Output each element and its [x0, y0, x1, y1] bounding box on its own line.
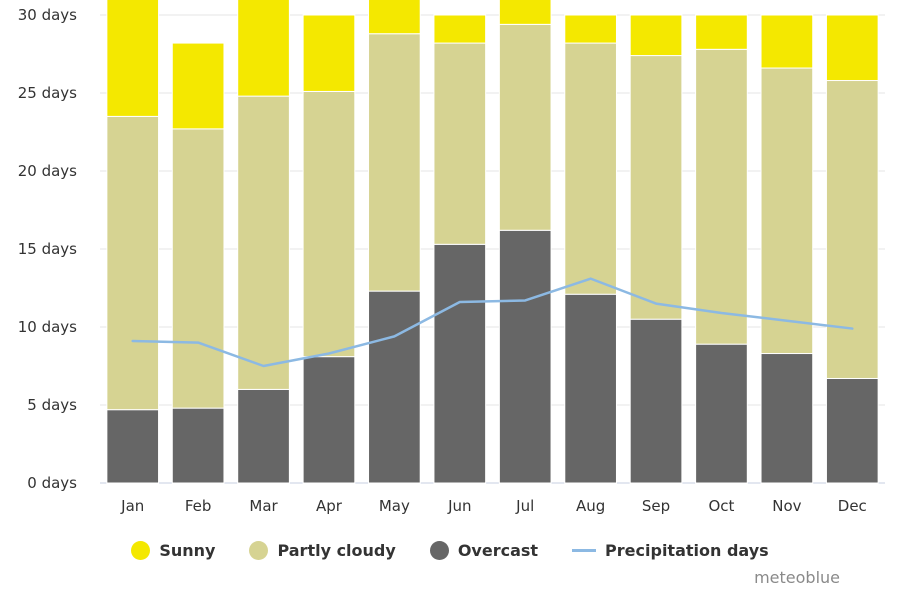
bar-sunny[interactable] — [825, 14, 879, 82]
bar-partly-cloudy[interactable] — [368, 33, 421, 292]
bar-sunny[interactable] — [237, 0, 290, 97]
bar-partly-cloudy[interactable] — [498, 23, 552, 231]
bar-partly-cloudy[interactable] — [695, 48, 748, 345]
y-axis-ticks: 0 days 5 days 10 days 15 days 20 days 25 days… — [18, 6, 77, 492]
x-tick-label: Oct — [708, 497, 734, 515]
bar-partly-cloudy[interactable] — [433, 42, 487, 245]
legend-item-partly-cloudy[interactable]: Partly cloudy — [249, 541, 396, 560]
bar-overcast[interactable] — [171, 407, 225, 484]
bar-overcast[interactable] — [760, 353, 814, 484]
bar-overcast[interactable] — [433, 243, 487, 484]
x-tick-label: Mar — [249, 497, 278, 515]
bar-overcast[interactable] — [368, 290, 421, 484]
bar-overcast[interactable] — [237, 388, 290, 484]
x-tick-label: Nov — [772, 497, 801, 515]
bar-sunny[interactable] — [368, 0, 421, 35]
bar-sunny[interactable] — [564, 14, 617, 44]
bar-sunny[interactable] — [106, 0, 160, 117]
legend-swatch-sunny — [131, 541, 151, 560]
bar-overcast[interactable] — [825, 377, 879, 484]
bar-partly-cloudy[interactable] — [760, 67, 814, 355]
bar-sunny[interactable] — [695, 14, 748, 50]
y-tick-label: 5 days — [27, 396, 77, 414]
bar-overcast[interactable] — [629, 318, 683, 484]
credit-text: meteoblue — [754, 568, 840, 587]
bar-sunny[interactable] — [171, 42, 225, 130]
x-tick-label: Jul — [515, 497, 534, 515]
y-tick-label: 0 days — [27, 474, 77, 492]
bar-overcast[interactable] — [302, 356, 356, 484]
x-tick-label: Jun — [447, 497, 471, 515]
y-tick-label: 15 days — [18, 240, 77, 258]
bar-overcast[interactable] — [498, 229, 552, 484]
legend-label-sunny: Sunny — [159, 541, 216, 560]
y-tick-label: 30 days — [18, 6, 77, 24]
gridlines — [100, 14, 885, 484]
bar-partly-cloudy[interactable] — [106, 115, 160, 411]
bar-partly-cloudy[interactable] — [629, 55, 683, 320]
bar-partly-cloudy[interactable] — [825, 80, 879, 379]
legend-item-precipitation-days[interactable]: Precipitation days — [572, 541, 769, 560]
bar-sunny[interactable] — [433, 14, 487, 44]
bar-sunny[interactable] — [302, 14, 356, 92]
bars — [106, 0, 879, 484]
y-tick-label: 25 days — [18, 84, 77, 102]
bar-overcast[interactable] — [695, 343, 748, 484]
precipitation-line-group — [131, 277, 854, 368]
bar-sunny[interactable] — [760, 14, 814, 69]
bar-partly-cloudy[interactable] — [302, 90, 356, 358]
bar-overcast[interactable] — [564, 293, 617, 484]
y-tick-label: 20 days — [18, 162, 77, 180]
legend-item-sunny[interactable]: Sunny — [131, 541, 215, 560]
bar-sunny[interactable] — [498, 0, 552, 25]
bar-partly-cloudy[interactable] — [171, 128, 225, 409]
x-tick-label: May — [379, 497, 410, 515]
legend-label-precipitation-days: Precipitation days — [605, 541, 769, 560]
x-tick-label: Aug — [576, 497, 605, 515]
legend: Sunny Partly cloudy Overcast Precipitati… — [0, 541, 900, 560]
bar-partly-cloudy[interactable] — [564, 42, 617, 295]
x-tick-label: Jan — [120, 497, 144, 515]
line-precipitation-days[interactable] — [131, 277, 854, 368]
bar-partly-cloudy[interactable] — [237, 95, 290, 390]
legend-swatch-partly-cloudy — [249, 541, 269, 560]
legend-label-partly-cloudy: Partly cloudy — [277, 541, 396, 560]
legend-label-overcast: Overcast — [457, 541, 539, 560]
legend-swatch-overcast — [429, 541, 449, 560]
bar-overcast[interactable] — [106, 409, 160, 484]
bar-sunny[interactable] — [629, 14, 683, 57]
x-tick-label: Apr — [316, 497, 343, 515]
legend-item-overcast[interactable]: Overcast — [429, 541, 539, 560]
legend-swatch-precipitation-days — [572, 549, 597, 552]
x-tick-label: Dec — [838, 497, 867, 515]
y-tick-label: 10 days — [18, 318, 77, 336]
x-tick-label: Sep — [642, 497, 670, 515]
x-tick-label: Feb — [185, 497, 212, 515]
x-axis-ticks: Jan Feb Mar Apr May Jun Jul Aug Sep Oct Nov Dec — [120, 497, 867, 515]
